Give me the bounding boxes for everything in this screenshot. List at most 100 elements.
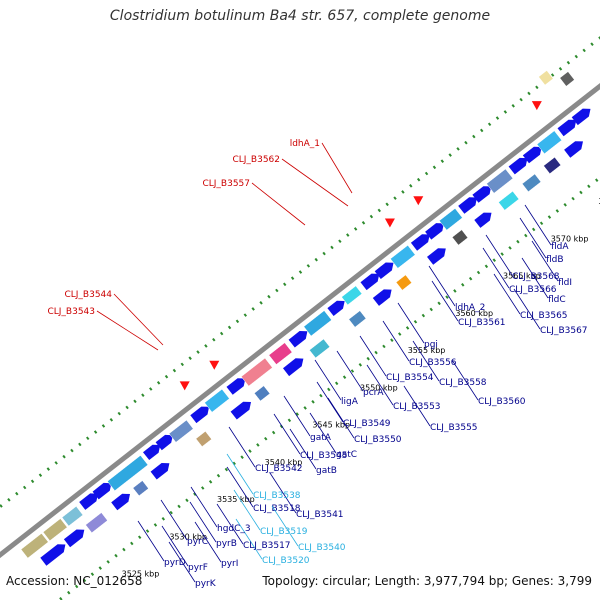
gene-block (155, 434, 173, 451)
outer-gene-label: ldhA_1 (290, 139, 320, 149)
inner-gene-label: pyrD (164, 558, 186, 568)
inner-leader-line (216, 503, 244, 545)
inner-gene-label: CLJ_B3556 (409, 358, 457, 368)
gene-block (132, 480, 149, 497)
feature-block (560, 71, 575, 86)
feature-marker (384, 218, 395, 228)
gene-block (107, 455, 149, 492)
inner-leader-line (190, 486, 218, 528)
gene-block (451, 229, 469, 246)
gene-block (253, 385, 271, 402)
inner-gene-label: CLJ_B3520 (262, 556, 310, 566)
gene-block (543, 156, 562, 175)
inner-gene-label: CLJ_B3568 (512, 272, 560, 282)
gene-block (374, 262, 394, 279)
outer-leader-line (96, 310, 159, 351)
gene-block (168, 419, 194, 443)
gene-block (61, 505, 84, 527)
gene-block (425, 223, 444, 240)
inner-leader-line (271, 505, 299, 547)
inner-gene-label: CLJ_B3560 (478, 397, 526, 407)
inner-leader-line (160, 499, 188, 541)
gene-block (240, 357, 273, 387)
inner-gene-label: pyrB (216, 539, 237, 549)
inner-gene-label: gatA (310, 433, 332, 443)
inner-leader-line (168, 541, 196, 583)
gene-block (230, 401, 251, 420)
gene-block (438, 208, 463, 231)
feature-marker (209, 360, 220, 370)
inner-leader-line (137, 520, 165, 562)
gene-block (268, 342, 293, 365)
gene-block (390, 244, 416, 269)
genome-backbone (0, 83, 600, 559)
inner-leader-line (309, 412, 337, 454)
scale-label: 3535 kbp (217, 495, 255, 504)
inner-leader-line (513, 288, 541, 330)
gene-block (536, 130, 563, 155)
gene-block (288, 331, 308, 348)
gene-block (150, 463, 170, 480)
outer-leader-line (281, 158, 349, 207)
inner-gene-label: pyrK (195, 579, 217, 589)
inner-gene-label: CLJ_B3561 (458, 318, 506, 328)
inner-gene-label: CLJ_B3518 (253, 504, 301, 514)
inner-leader-line (366, 364, 394, 406)
inner-gene-label: CLJ_B3519 (260, 527, 308, 537)
gene-block (85, 512, 108, 534)
inner-gene-label: CLJ_B3565 (520, 311, 568, 321)
inner-leader-line (226, 466, 254, 508)
gene-block (458, 197, 477, 214)
gene-block (92, 482, 112, 500)
inner-leader-line (283, 395, 311, 437)
scale-label: 3530 kbp (169, 532, 207, 541)
outer-leader-line (113, 293, 164, 346)
outer-gene-label: CLJ_B3562 (232, 155, 280, 165)
scale-label: 3540 kbp (265, 458, 303, 467)
inner-leader-line (428, 265, 456, 307)
gene-block (474, 212, 492, 228)
inner-leader-line (482, 247, 510, 289)
inner-leader-line (431, 280, 459, 322)
outer-leader-line (321, 142, 353, 194)
inner-gene-label: CLJ_B3553 (393, 402, 441, 412)
inner-leader-line (228, 426, 256, 468)
inner-leader-line (493, 273, 521, 315)
inner-leader-line (531, 240, 559, 282)
inner-leader-line (451, 359, 479, 401)
gene-block (508, 157, 528, 175)
gene-block (42, 518, 68, 542)
inner-leader-line (521, 257, 549, 299)
inner-gene-label: ligA (341, 397, 359, 407)
inner-leader-line (403, 385, 431, 427)
inner-gene-label: CLJ_B3540 (298, 543, 346, 553)
inner-leader-line (485, 234, 513, 276)
inner-gene-label: pyrF (188, 563, 208, 573)
inner-gene-label: pcrA (363, 388, 384, 398)
gene-block (395, 274, 413, 291)
inner-gene-label: pyrC (187, 537, 208, 547)
gene-block (309, 338, 331, 359)
inner-leader-line (161, 525, 189, 567)
gene-block (20, 533, 49, 559)
outer-gene-label: CLJ_B3557 (202, 179, 250, 189)
scale-label: 3570 kbp (551, 234, 589, 243)
gene-block (190, 406, 210, 424)
gene-block (410, 234, 430, 251)
gene-block (372, 289, 392, 306)
inner-leader-line (269, 472, 297, 514)
inner-gene-label: CLJ_B3545 (300, 451, 348, 461)
gene-block (348, 310, 367, 328)
inner-gene-label: CLJ_B3542 (255, 464, 303, 474)
inner-leader-line (359, 335, 387, 377)
outer-dot-ring (0, 36, 600, 509)
inner-leader-line (336, 350, 364, 392)
gene-block (472, 186, 492, 203)
inner-gene-label: CLJ_B3541 (296, 510, 344, 520)
inner-gene-label: CLJ_B3549 (343, 419, 391, 429)
gene-block (341, 285, 363, 306)
map-title: Clostridium botulinum Ba4 str. 657, comp… (109, 8, 491, 24)
inner-leader-line (226, 453, 254, 495)
inner-gene-label: CLJ_B3550 (354, 435, 402, 445)
